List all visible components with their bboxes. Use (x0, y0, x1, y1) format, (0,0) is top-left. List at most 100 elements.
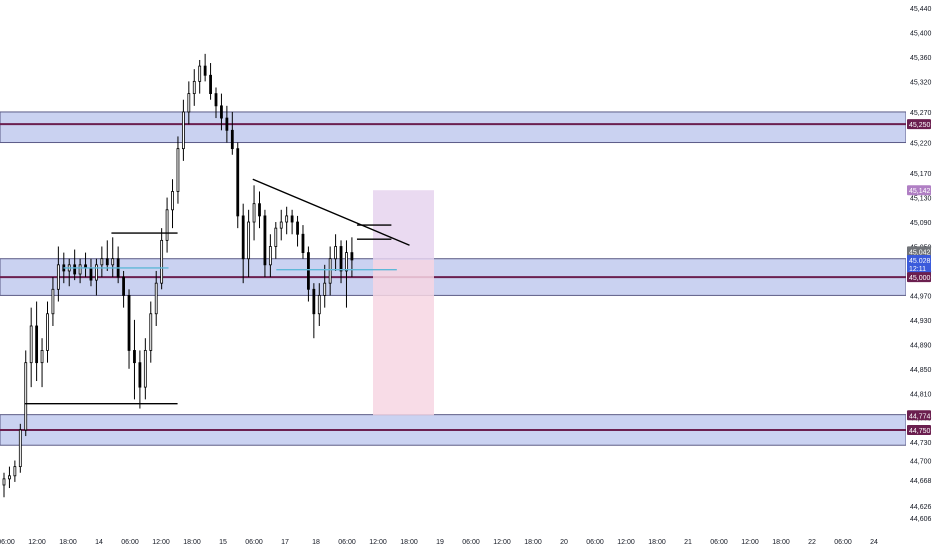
candle-body-43 (236, 148, 240, 217)
price-badge-bg-6 (907, 410, 931, 421)
y-tick-label-19: 44,668 (910, 478, 932, 485)
candle-body-63 (345, 252, 348, 272)
candle-body-59 (323, 282, 327, 296)
x-tick-label-3: 14 (95, 539, 103, 546)
candle-body-4 (24, 362, 28, 431)
price-badge-text-1: 45,142 (909, 188, 931, 195)
y-tick-label-11: 44,970 (910, 293, 932, 300)
candle-body-8 (46, 313, 49, 351)
candle-body-10 (56, 264, 60, 290)
candle-body-48 (263, 215, 267, 266)
candle-body-19 (105, 258, 109, 266)
candle-body-45 (247, 221, 251, 260)
x-tick-label-21: 18:00 (648, 539, 666, 546)
y-tick-label-14: 44,850 (910, 367, 932, 374)
x-tick-label-10: 18 (312, 539, 320, 546)
x-tick-label-11: 06:00 (338, 539, 356, 546)
y-tick-label-5: 45,220 (910, 141, 932, 148)
candle-body-33 (181, 111, 185, 150)
x-tick-label-24: 12:00 (741, 539, 759, 546)
y-tick-label-12: 44,930 (910, 318, 932, 325)
price-badge-text-0: 45,250 (909, 122, 931, 129)
price-badge-bg-0 (907, 119, 931, 130)
x-tick-label-0: 06:00 (0, 539, 15, 546)
candle-body-57 (312, 288, 316, 315)
candle-body-26 (143, 350, 147, 388)
candle-body-35 (192, 80, 196, 95)
candle-body-61 (334, 246, 337, 260)
x-tick-label-28: 24 (870, 539, 878, 546)
candle-body-9 (51, 288, 55, 315)
price-badge-3: 45,028 (907, 254, 931, 265)
candle-body-17 (95, 264, 98, 281)
candle-body-51 (279, 221, 283, 229)
y-tick-label-3: 45,320 (910, 79, 932, 86)
candle-body-3 (18, 429, 22, 468)
x-tick-label-19: 06:00 (586, 539, 604, 546)
price-badge-7: 44,750 (907, 424, 931, 435)
price-badge-4: 12:11 (907, 262, 931, 273)
candle-body-25 (138, 362, 142, 388)
candle-body-62 (339, 246, 343, 272)
x-tick-label-16: 12:00 (493, 539, 511, 546)
x-tick-label-7: 15 (219, 539, 227, 546)
price-badge-bg-5 (907, 272, 931, 283)
price-badge-text-5: 45,000 (909, 275, 931, 282)
x-tick-label-17: 18:00 (524, 539, 542, 546)
stop-zone (373, 259, 434, 416)
time-axis-bg (0, 528, 932, 550)
candle-body-64 (350, 252, 354, 261)
y-tick-label-2: 45,360 (910, 55, 932, 62)
x-tick-label-5: 12:00 (152, 539, 170, 546)
y-tick-label-4: 45,270 (910, 110, 932, 117)
price-badge-1: 45,142 (907, 185, 931, 196)
candle-body-1 (8, 475, 11, 480)
candle-body-27 (149, 313, 153, 351)
x-tick-label-26: 22 (808, 539, 816, 546)
price-badge-bg-2 (907, 246, 931, 257)
x-tick-label-23: 06:00 (710, 539, 728, 546)
x-tick-label-1: 12:00 (28, 539, 46, 546)
x-tick-label-14: 19 (436, 539, 444, 546)
candle-body-55 (301, 233, 305, 254)
candle-body-16 (89, 267, 93, 281)
price-badge-text-2: 45,042 (909, 249, 931, 256)
x-tick-label-20: 12:00 (617, 539, 635, 546)
y-tick-label-1: 45,400 (910, 30, 932, 37)
candle-body-23 (127, 295, 131, 351)
x-tick-label-12: 12:00 (369, 539, 387, 546)
candle-body-5 (29, 325, 33, 364)
y-tick-label-21: 44,606 (910, 516, 932, 523)
zone-band-0 (0, 111, 907, 144)
candle-body-6 (35, 325, 39, 364)
candle-body-60 (328, 258, 332, 284)
price-badge-text-3: 45,028 (909, 258, 931, 265)
candle-body-44 (241, 215, 245, 260)
x-tick-label-2: 18:00 (59, 539, 77, 546)
x-tick-label-4: 06:00 (121, 539, 139, 546)
candle-body-50 (274, 227, 278, 247)
candle-body-32 (176, 148, 180, 192)
candle-body-2 (13, 466, 17, 477)
price-badge-text-7: 44,750 (909, 428, 931, 435)
candle-body-36 (198, 65, 202, 82)
y-tick-label-20: 44,626 (910, 504, 932, 511)
x-tick-label-18: 20 (560, 539, 568, 546)
price-badge-5: 45,000 (907, 272, 931, 283)
x-tick-label-27: 06:00 (834, 539, 852, 546)
y-tick-label-18: 44,700 (910, 459, 932, 466)
candle-body-14 (78, 264, 82, 275)
candle-body-31 (171, 191, 174, 211)
candle-body-0 (2, 478, 6, 486)
trend-line-0 (252, 178, 410, 246)
candle-body-46 (252, 203, 256, 223)
price-badge-bg-1 (907, 185, 931, 196)
candle-body-37 (203, 65, 207, 76)
candle-body-34 (187, 93, 191, 113)
candle-body-29 (160, 239, 164, 284)
candle-body-58 (317, 295, 321, 315)
price-badge-bg-3 (907, 254, 931, 265)
x-tick-label-22: 21 (684, 539, 692, 546)
x-tick-label-6: 18:00 (183, 539, 201, 546)
